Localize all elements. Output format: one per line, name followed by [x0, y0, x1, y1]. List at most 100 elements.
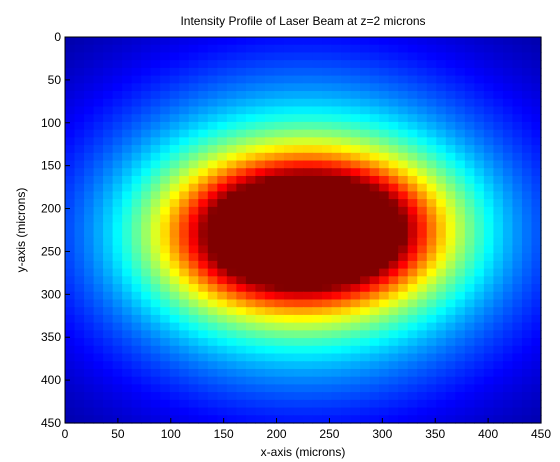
- heatmap-cell: [483, 407, 494, 416]
- heatmap-cell: [407, 152, 418, 162]
- heatmap-cell: [84, 299, 95, 308]
- heatmap-cell: [274, 121, 285, 131]
- heatmap-cell: [131, 44, 142, 54]
- heatmap-cell: [141, 230, 152, 239]
- heatmap-cell: [112, 183, 123, 192]
- heatmap-cell: [198, 145, 209, 154]
- heatmap-cell: [122, 299, 133, 308]
- heatmap-cell: [407, 299, 418, 308]
- heatmap-cell: [502, 83, 514, 92]
- heatmap-cell: [360, 307, 371, 316]
- heatmap-cell: [360, 52, 371, 61]
- heatmap-cell: [112, 284, 123, 293]
- heatmap-cell: [141, 168, 152, 177]
- heatmap-cell: [436, 98, 447, 108]
- heatmap-cell: [312, 67, 323, 77]
- heatmap-cell: [407, 67, 418, 77]
- heatmap-cell: [150, 299, 161, 308]
- heatmap-cell: [379, 145, 390, 154]
- heatmap-cell: [350, 206, 361, 216]
- heatmap-cell: [464, 253, 475, 262]
- heatmap-cell: [255, 137, 266, 146]
- heatmap-cell: [93, 83, 104, 92]
- heatmap-cell: [293, 338, 304, 347]
- heatmap-cell: [122, 361, 133, 370]
- heatmap-cell: [65, 268, 76, 277]
- heatmap-cell: [388, 314, 399, 324]
- heatmap-cell: [217, 183, 228, 192]
- heatmap-cell: [198, 199, 209, 208]
- heatmap-cell: [217, 37, 228, 46]
- heatmap-cell: [283, 237, 295, 247]
- heatmap-cell: [388, 322, 399, 331]
- heatmap-cell: [217, 129, 228, 138]
- heatmap-cell: [179, 152, 190, 162]
- heatmap-cell: [112, 206, 123, 216]
- heatmap-cell: [455, 384, 466, 393]
- heatmap-cell: [245, 376, 256, 385]
- heatmap-cell: [65, 353, 76, 362]
- heatmap-cell: [74, 191, 85, 200]
- heatmap-cell: [188, 183, 199, 192]
- heatmap-cell: [226, 291, 237, 301]
- heatmap-cell: [379, 284, 390, 293]
- heatmap-cell: [122, 407, 133, 416]
- heatmap-cell: [445, 75, 456, 84]
- heatmap-cell: [483, 75, 494, 84]
- heatmap-cell: [474, 83, 485, 92]
- heatmap-cell: [502, 299, 514, 308]
- heatmap-cell: [331, 129, 342, 138]
- heatmap-cell: [417, 168, 428, 177]
- heatmap-cell: [150, 129, 161, 138]
- heatmap-cell: [131, 237, 142, 247]
- heatmap-cell: [464, 145, 475, 154]
- heatmap-cell: [331, 114, 342, 123]
- heatmap-cell: [131, 199, 142, 208]
- heatmap-cell: [502, 392, 514, 401]
- heatmap-cell: [369, 60, 380, 69]
- heatmap-cell: [531, 160, 542, 169]
- heatmap-cell: [236, 83, 247, 92]
- heatmap-cell: [417, 129, 428, 138]
- x-tick-label: 350: [425, 427, 445, 441]
- heatmap-cell: [455, 168, 466, 177]
- heatmap-cell: [150, 37, 161, 46]
- heatmap-cell: [65, 206, 76, 216]
- heatmap-cell: [303, 291, 314, 301]
- heatmap-cell: [283, 129, 295, 138]
- heatmap-cell: [360, 276, 371, 285]
- heatmap-cell: [207, 114, 218, 123]
- heatmap-cell: [455, 145, 466, 154]
- heatmap-cell: [169, 91, 180, 100]
- heatmap-cell: [436, 399, 447, 409]
- heatmap-cell: [369, 384, 380, 393]
- heatmap-cell: [341, 230, 352, 239]
- heatmap-cell: [188, 384, 199, 393]
- heatmap-cell: [483, 121, 494, 131]
- heatmap-cell: [436, 137, 447, 146]
- heatmap-cell: [264, 121, 276, 131]
- heatmap-cell: [283, 52, 295, 61]
- heatmap-cell: [255, 237, 266, 247]
- heatmap-cell: [445, 152, 456, 162]
- heatmap-cell: [122, 415, 133, 424]
- heatmap-cell: [388, 44, 399, 54]
- heatmap-cell: [245, 222, 256, 231]
- heatmap-cell: [331, 253, 342, 262]
- heatmap-cell: [493, 67, 504, 77]
- heatmap-cell: [341, 98, 352, 108]
- heatmap-cell: [150, 175, 161, 185]
- heatmap-cell: [245, 175, 256, 185]
- heatmap-cell: [274, 384, 285, 393]
- heatmap-cell: [417, 91, 428, 100]
- heatmap-cell: [188, 268, 199, 277]
- heatmap-cell: [331, 52, 342, 61]
- heatmap-cell: [521, 75, 533, 84]
- heatmap-cell: [398, 415, 409, 424]
- heatmap-cell: [150, 415, 161, 424]
- heatmap-cell: [312, 199, 323, 208]
- heatmap-cell: [531, 67, 542, 77]
- heatmap-cell: [312, 52, 323, 61]
- heatmap-cell: [388, 392, 399, 401]
